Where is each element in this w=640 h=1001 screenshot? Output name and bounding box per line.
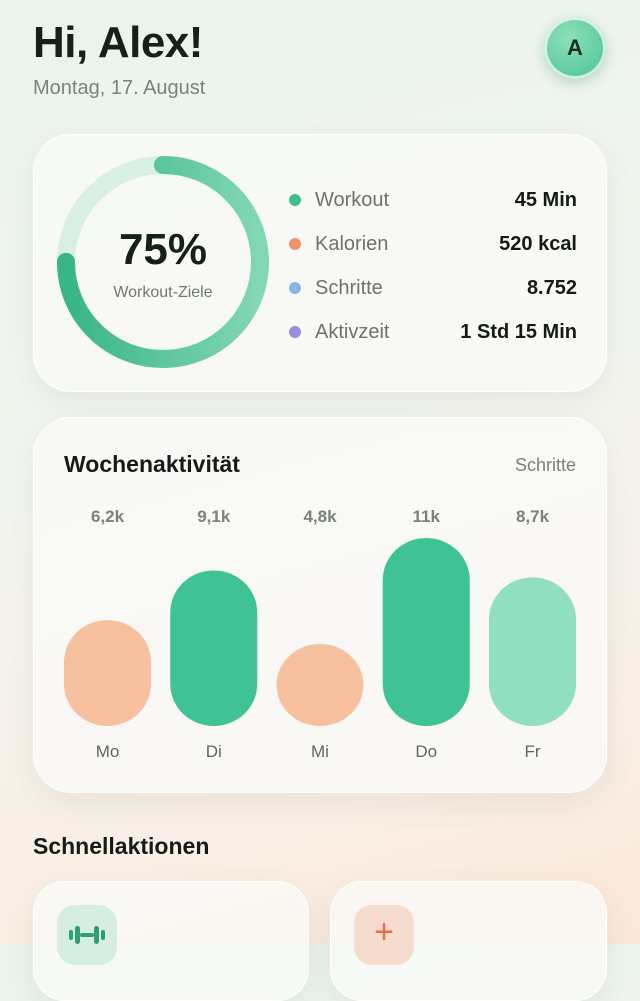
metric-label: Schritte: [315, 276, 383, 299]
bar-di[interactable]: [170, 570, 258, 726]
progress-label: Workout-Ziele: [113, 284, 213, 301]
metric-value: 1 Std 15 Min: [460, 320, 577, 343]
bar-mi[interactable]: [276, 644, 364, 726]
greeting-title: Hi, Alex!: [33, 18, 203, 67]
bar-day-label: Di: [206, 742, 222, 761]
weekly-bar-chart: 6,2k Mo 9,1k Di 4,8k Mi 11k Do 8,7k Fr: [64, 507, 576, 761]
metric-value: 520 kcal: [499, 232, 577, 255]
avatar-initial: A: [567, 35, 583, 60]
bar-value-label: 8,7k: [516, 507, 550, 526]
bar-fr[interactable]: [489, 577, 576, 726]
metric-value: 45 Min: [514, 188, 577, 211]
progress-ring-fill: [57, 156, 269, 368]
bar-value-label: 11k: [413, 507, 441, 526]
bar-value-label: 9,1k: [197, 507, 231, 526]
weekly-unit-label[interactable]: Schritte: [514, 455, 576, 475]
bar-day-label: Do: [415, 742, 437, 761]
metric-row-schritte: Schritte 8.752: [289, 266, 577, 310]
metric-dot-workout: [289, 194, 301, 206]
bar-day-label: Mo: [96, 742, 120, 761]
metric-value: 8.752: [526, 276, 577, 299]
daily-summary-card: 75% Workout-Ziele Workout 45 Min Kalorie…: [33, 134, 607, 392]
avatar[interactable]: A: [544, 17, 606, 79]
metric-row-kalorien: Kalorien 520 kcal: [289, 222, 577, 266]
plus-icon: +: [354, 905, 414, 965]
plus-glyph: +: [374, 913, 394, 951]
metric-label: Workout: [315, 188, 390, 211]
weekly-activity-card: Wochenaktivität Schritte 6,2k Mo 9,1k Di 4,8…: [33, 417, 607, 793]
bar-value-label: 4,8k: [303, 507, 337, 526]
bar-day-label: Fr: [524, 742, 540, 761]
bar-do[interactable]: [382, 538, 470, 726]
metric-dot-kalorien: [289, 238, 301, 250]
metric-dot-aktivzeit: [289, 326, 301, 338]
weekly-title: Wochenaktivität: [64, 451, 240, 477]
metric-dot-schritte: [289, 282, 301, 294]
bar-day-label: Mi: [311, 742, 329, 761]
progress-percent: 75%: [118, 225, 208, 274]
date-subtitle: Montag, 17. August: [33, 77, 206, 99]
metric-label: Kalorien: [315, 232, 389, 255]
bar-mo[interactable]: [64, 620, 151, 726]
progress-ring: [57, 156, 269, 368]
metric-row-workout: Workout 45 Min: [289, 178, 577, 222]
quick-actions-title: Schnellaktionen: [33, 833, 210, 859]
dumbbell-icon: [57, 905, 117, 965]
metric-row-aktivzeit: Aktivzeit 1 Std 15 Min: [289, 310, 577, 354]
quick-action-add[interactable]: +: [330, 881, 607, 1001]
metrics-list: Workout 45 Min Kalorien 520 kcal Schritt…: [289, 178, 577, 354]
progress-ring-center: 75% Workout-Ziele: [53, 152, 273, 372]
quick-action-workout[interactable]: [33, 881, 309, 1001]
bar-value-label: 6,2k: [91, 507, 125, 526]
metric-label: Aktivzeit: [315, 320, 390, 343]
